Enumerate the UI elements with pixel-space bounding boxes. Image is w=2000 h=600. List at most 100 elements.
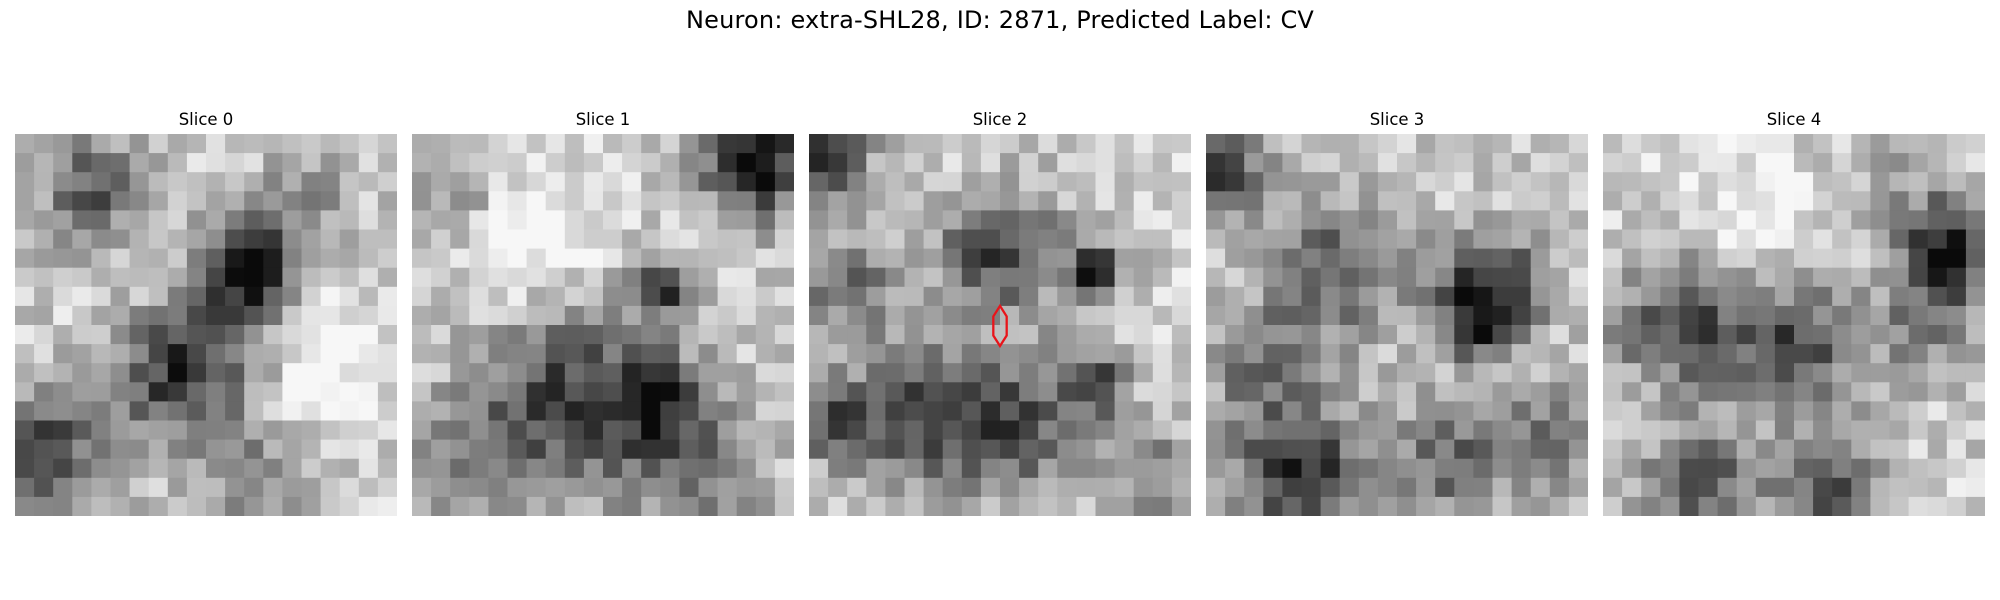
pixel-cell xyxy=(186,420,207,440)
pixel-cell xyxy=(1568,134,1588,154)
pixel-cell xyxy=(1813,496,1833,516)
pixel-cell xyxy=(1641,496,1661,516)
pixel-cell xyxy=(1549,344,1570,364)
pixel-cell xyxy=(622,420,642,440)
pixel-cell xyxy=(809,229,829,249)
pixel-cell xyxy=(1133,496,1154,516)
pixel-cell xyxy=(641,286,661,307)
pixel-cell xyxy=(1000,229,1020,249)
pixel-cell xyxy=(717,305,738,326)
pixel-cell xyxy=(1358,496,1379,516)
pixel-cell xyxy=(526,439,547,460)
pixel-cell xyxy=(1965,458,1985,479)
pixel-cell xyxy=(1171,153,1191,173)
pixel-cell xyxy=(1622,325,1642,345)
pixel-cell xyxy=(72,248,92,269)
pixel-cell xyxy=(1908,248,1929,269)
pixel-cell xyxy=(1057,439,1077,460)
pixel-cell xyxy=(301,172,321,192)
pixel-cell xyxy=(809,363,829,383)
pixel-cell xyxy=(526,248,547,269)
pixel-cell xyxy=(244,286,264,307)
pixel-cell xyxy=(1641,420,1661,440)
pixel-cell xyxy=(1206,382,1226,402)
pixel-cell xyxy=(866,172,886,192)
pixel-cell xyxy=(545,286,566,307)
pixel-cell xyxy=(1416,153,1436,173)
pixel-cell xyxy=(774,477,794,498)
pixel-cell xyxy=(1755,420,1776,440)
pixel-cell xyxy=(1114,134,1135,154)
pixel-cell xyxy=(1660,191,1680,211)
pixel-cell xyxy=(1358,229,1379,249)
pixel-cell xyxy=(583,286,604,307)
pixel-cell xyxy=(358,363,379,383)
pixel-cell xyxy=(1282,248,1302,269)
pixel-cell xyxy=(1511,134,1532,154)
pixel-cell xyxy=(866,267,886,288)
pixel-cell xyxy=(961,496,982,516)
pixel-cell xyxy=(1095,344,1115,364)
pixel-cell xyxy=(1019,363,1039,383)
pixel-cell xyxy=(1530,382,1551,402)
pixel-cell xyxy=(34,305,54,326)
pixel-cell xyxy=(15,439,35,460)
pixel-cell xyxy=(450,153,470,173)
pixel-cell xyxy=(1813,344,1833,364)
pixel-cell xyxy=(244,210,264,230)
pixel-cell xyxy=(1152,248,1173,269)
pixel-cell xyxy=(244,477,264,498)
pixel-cell xyxy=(1813,401,1833,421)
pixel-cell xyxy=(301,477,321,498)
pixel-cell xyxy=(1755,229,1776,249)
pixel-cell xyxy=(358,134,379,154)
pixel-cell xyxy=(1358,382,1379,402)
pixel-cell xyxy=(450,344,470,364)
pixel-cell xyxy=(1397,153,1417,173)
pixel-cell xyxy=(53,248,73,269)
pixel-cell xyxy=(1339,439,1360,460)
pixel-cell xyxy=(469,344,489,364)
pixel-cell xyxy=(1377,172,1398,192)
pixel-cell xyxy=(469,267,489,288)
pixel-cell xyxy=(1301,267,1321,288)
pixel-cell xyxy=(186,172,207,192)
pixel-cell xyxy=(1679,401,1699,421)
pixel-cell xyxy=(1263,191,1283,211)
pixel-cell xyxy=(583,420,604,440)
pixel-cell xyxy=(904,172,924,192)
pixel-cell xyxy=(1492,267,1512,288)
pixel-cell xyxy=(904,363,924,383)
pixel-cell xyxy=(148,305,169,326)
pixel-cell xyxy=(564,305,585,326)
pixel-cell xyxy=(1377,363,1398,383)
pixel-cell xyxy=(1813,229,1833,249)
pixel-cell xyxy=(1549,305,1570,326)
pixel-cell xyxy=(15,248,35,269)
pixel-cell xyxy=(206,248,226,269)
pixel-cell xyxy=(641,401,661,421)
pixel-cell xyxy=(1454,439,1474,460)
pixel-cell xyxy=(1908,382,1929,402)
pixel-cell xyxy=(15,267,35,288)
pixel-cell xyxy=(1736,363,1757,383)
pixel-cell xyxy=(1603,210,1623,230)
pixel-cell xyxy=(1965,210,1985,230)
pixel-cell xyxy=(980,382,1001,402)
pixel-cell xyxy=(263,248,283,269)
pixel-cell xyxy=(1038,134,1058,154)
pixel-cell xyxy=(1038,458,1058,479)
pixel-cell xyxy=(1717,477,1738,498)
pixel-cell xyxy=(1870,420,1890,440)
pixel-cell xyxy=(1774,325,1795,345)
pixel-cell xyxy=(488,229,508,249)
pixel-cell xyxy=(942,229,963,249)
pixel-cell xyxy=(545,382,566,402)
pixel-cell xyxy=(91,477,111,498)
pixel-cell xyxy=(1019,229,1039,249)
pixel-cell xyxy=(412,191,432,211)
slice-image-3 xyxy=(1206,134,1588,516)
pixel-cell xyxy=(1889,210,1909,230)
pixel-cell xyxy=(1965,363,1985,383)
pixel-cell xyxy=(904,439,924,460)
